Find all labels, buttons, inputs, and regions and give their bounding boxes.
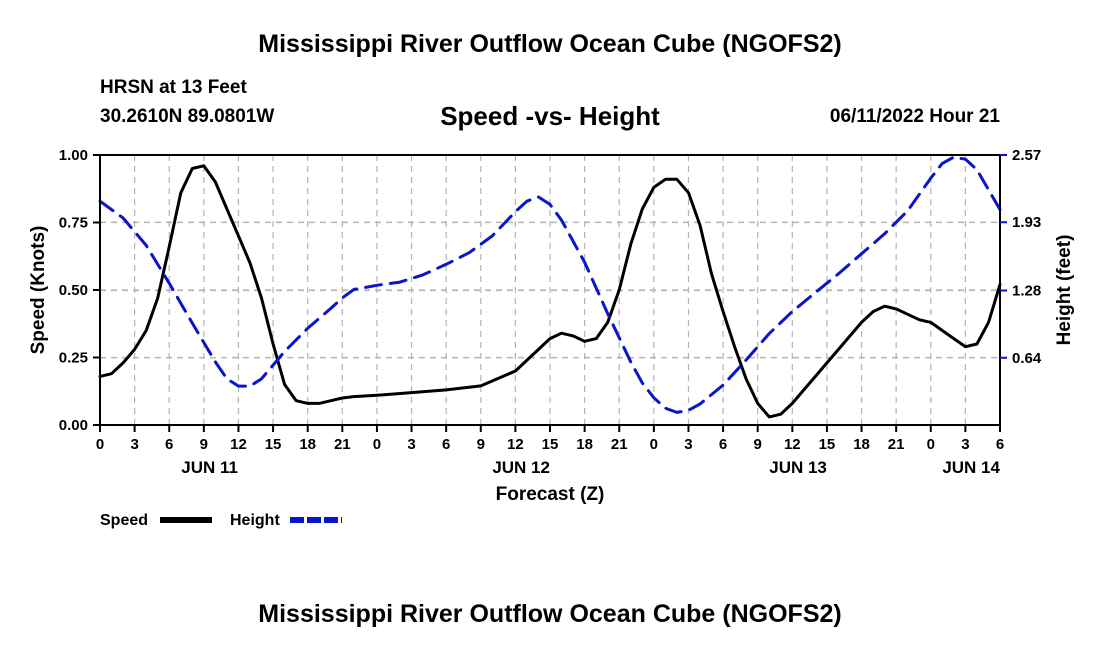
x-tick-label: 9 — [477, 436, 485, 453]
x-tick-label: 15 — [819, 436, 836, 453]
legend-label-speed: Speed — [100, 512, 148, 529]
y2-tick-label: 2.57 — [1012, 147, 1041, 164]
date-label: JUN 11 — [181, 458, 238, 477]
y2-tick-label: 1.28 — [1012, 283, 1041, 300]
x-tick-label: 3 — [407, 436, 415, 453]
chart-subtitle: Speed -vs- Height — [440, 101, 660, 131]
legend-label-height: Height — [230, 512, 280, 529]
x-tick-label: 21 — [334, 436, 351, 453]
coordinates-label: 30.2610N 89.0801W — [100, 106, 275, 127]
x-tick-label: 3 — [130, 436, 138, 453]
y2-tick-label: 1.93 — [1012, 214, 1041, 231]
x-tick-label: 18 — [576, 436, 593, 453]
x-tick-label: 0 — [927, 436, 935, 453]
x-tick-label: 0 — [96, 436, 104, 453]
x-tick-label: 6 — [719, 436, 727, 453]
x-tick-label: 6 — [996, 436, 1004, 453]
y2-axis-title: Height (feet) — [1054, 235, 1075, 346]
forecast-datetime: 06/11/2022 Hour 21 — [829, 106, 1000, 127]
bottom-title: Mississippi River Outflow Ocean Cube (NG… — [258, 600, 842, 628]
date-label: JUN 14 — [942, 458, 1000, 477]
x-tick-label: 21 — [611, 436, 628, 453]
y-tick-label: 0.50 — [59, 282, 88, 299]
y-tick-label: 0.25 — [59, 350, 88, 367]
station-label: HRSN at 13 Feet — [100, 77, 247, 98]
x-tick-label: 3 — [684, 436, 692, 453]
date-label: JUN 13 — [769, 458, 827, 477]
series-layer — [98, 155, 1002, 419]
x-tick-label: 12 — [784, 436, 801, 453]
x-tick-label: 3 — [961, 436, 969, 453]
x-tick-label: 12 — [507, 436, 524, 453]
x-tick-label: 12 — [230, 436, 247, 453]
y-tick-label: 1.00 — [59, 147, 88, 164]
date-label: JUN 12 — [492, 458, 550, 477]
x-tick-label: 6 — [442, 436, 450, 453]
x-tick-label: 15 — [265, 436, 282, 453]
x-tick-label: 9 — [754, 436, 762, 453]
x-tick-label: 6 — [165, 436, 173, 453]
series-line-height — [98, 155, 1002, 414]
x-tick-label: 21 — [888, 436, 905, 453]
x-axis-title: Forecast (Z) — [496, 484, 605, 505]
x-tick-label: 18 — [299, 436, 316, 453]
legend-layer: Speed Height — [100, 512, 342, 529]
main-title: Mississippi River Outflow Ocean Cube (NG… — [258, 30, 842, 58]
x-tick-label: 0 — [650, 436, 658, 453]
series-line-speed — [98, 164, 1002, 419]
y2-tick-label: 0.64 — [1012, 350, 1042, 367]
x-tick-label: 0 — [373, 436, 381, 453]
y-tick-label: 0.75 — [59, 215, 88, 232]
x-tick-label: 9 — [200, 436, 208, 453]
axis-layer: 0.00 0.25 0.50 0.75 1.00 0.64 1.28 1.93 2.57 0 3 6 9… — [28, 147, 1075, 505]
x-tick-label: 15 — [542, 436, 559, 453]
x-tick-label: 18 — [853, 436, 870, 453]
y-axis-title: Speed (Knots) — [28, 226, 49, 355]
y-tick-label: 0.00 — [59, 417, 88, 434]
